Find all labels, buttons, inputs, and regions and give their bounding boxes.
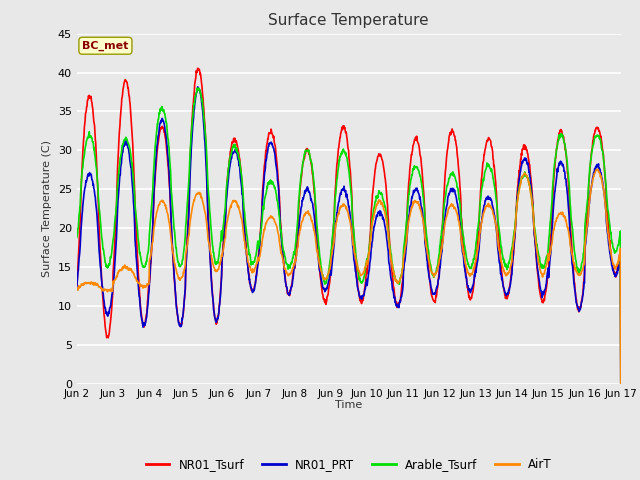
Title: Surface Temperature: Surface Temperature [269,13,429,28]
Text: BC_met: BC_met [82,41,129,51]
Legend: NR01_Tsurf, NR01_PRT, Arable_Tsurf, AirT: NR01_Tsurf, NR01_PRT, Arable_Tsurf, AirT [141,454,557,476]
Y-axis label: Surface Temperature (C): Surface Temperature (C) [42,140,52,277]
X-axis label: Time: Time [335,400,362,410]
